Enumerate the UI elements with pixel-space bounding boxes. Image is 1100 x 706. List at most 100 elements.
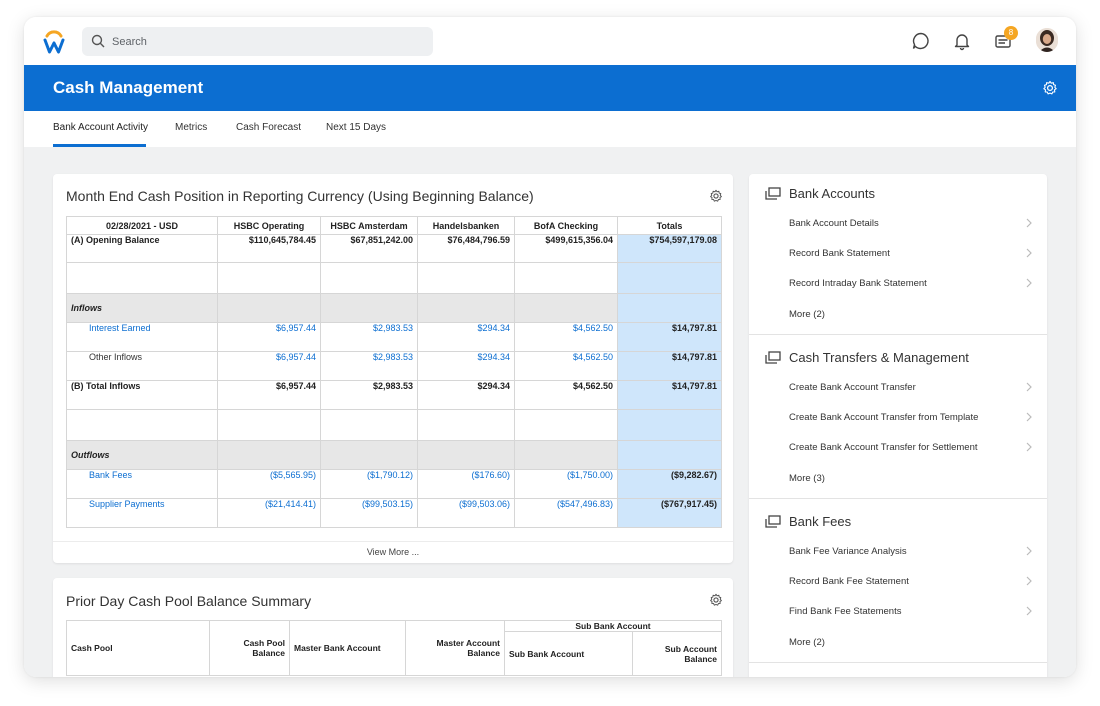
avatar[interactable] <box>1036 28 1058 52</box>
tab-bar: Bank Account Activity Metrics Cash Forec… <box>24 111 1076 147</box>
table-cell-link[interactable]: ($547,496.83) <box>514 498 618 528</box>
window-stack-icon <box>765 187 781 200</box>
table-cell-link[interactable]: $2,983.53 <box>320 351 418 381</box>
tab-next-15-days[interactable]: Next 15 Days <box>326 122 387 133</box>
gear-icon[interactable] <box>1042 80 1058 96</box>
table-row-total-inflows: (B) Total Inflows $6,957.44 $2,983.53 $2… <box>66 380 722 410</box>
total-cell: $14,797.81 <box>617 322 722 352</box>
more-link[interactable]: More (2) <box>789 637 825 648</box>
cash-pool-title: Prior Day Cash Pool Balance Summary <box>66 593 312 609</box>
table-cell: $4,562.50 <box>514 380 618 410</box>
table-row-interest-earned: Interest Earned $6,957.44 $2,983.53 $294… <box>66 322 722 352</box>
search-icon <box>91 34 105 48</box>
link-bank-fee-variance-analysis[interactable]: Bank Fee Variance Analysis <box>789 546 907 557</box>
row-label: (B) Total Inflows <box>66 380 218 410</box>
table-cell-link[interactable]: $2,983.53 <box>320 322 418 352</box>
view-more-link[interactable]: View More ... <box>53 541 733 561</box>
total-cell: $14,797.81 <box>617 380 722 410</box>
table-header-row: 02/28/2021 - USD HSBC Operating HSBC Ams… <box>66 216 722 235</box>
column-header[interactable]: Master Bank Account <box>289 620 406 676</box>
gear-icon[interactable] <box>709 593 723 607</box>
tab-metrics[interactable]: Metrics <box>175 122 208 133</box>
chevron-right-icon[interactable] <box>1025 218 1033 228</box>
chevron-right-icon[interactable] <box>1025 278 1033 288</box>
column-header[interactable]: Handelsbanken <box>417 216 515 235</box>
link-create-bank-account-transfer[interactable]: Create Bank Account Transfer <box>789 382 916 393</box>
chevron-right-icon[interactable] <box>1025 382 1033 392</box>
table-cell-link[interactable]: $6,957.44 <box>217 351 321 381</box>
cash-position-title: Month End Cash Position in Reporting Cur… <box>66 188 534 204</box>
link-transfer-for-settlement[interactable]: Create Bank Account Transfer for Settlem… <box>789 442 978 453</box>
column-header[interactable]: Sub Account Balance <box>632 631 722 676</box>
table-cell-link[interactable]: $6,957.44 <box>217 322 321 352</box>
search-input[interactable] <box>112 27 427 56</box>
section-label: Outflows <box>66 440 218 470</box>
tab-bank-account-activity[interactable]: Bank Account Activity <box>53 122 149 133</box>
link-transfer-from-template[interactable]: Create Bank Account Transfer from Templa… <box>789 412 979 423</box>
table-cell-link[interactable]: $4,562.50 <box>514 351 618 381</box>
section-title-cash-transfers: Cash Transfers & Management <box>789 350 969 365</box>
table-row-blank <box>66 409 722 441</box>
search-box[interactable] <box>82 27 433 56</box>
chevron-right-icon[interactable] <box>1025 442 1033 452</box>
bell-icon[interactable] <box>952 31 972 51</box>
chevron-right-icon[interactable] <box>1025 606 1033 616</box>
gear-icon[interactable] <box>709 189 723 203</box>
link-record-bank-fee-statement[interactable]: Record Bank Fee Statement <box>789 576 909 587</box>
table-row-outflows-section: Outflows <box>66 440 722 470</box>
tab-cash-forecast[interactable]: Cash Forecast <box>236 122 302 133</box>
table-cell-link[interactable]: ($99,503.15) <box>320 498 418 528</box>
table-row-supplier-payments: Supplier Payments ($21,414.41) ($99,503.… <box>66 498 722 528</box>
more-link[interactable]: More (2) <box>789 309 825 320</box>
table-cell-link[interactable]: $294.34 <box>417 351 515 381</box>
window-stack-icon <box>765 351 781 364</box>
table-cell-link[interactable]: ($5,565.95) <box>217 469 321 499</box>
row-link[interactable]: Interest Earned <box>66 322 218 352</box>
app-window: 8 Cash Management Bank Account Activity … <box>24 17 1076 677</box>
cash-position-table: 02/28/2021 - USD HSBC Operating HSBC Ams… <box>66 216 722 528</box>
chevron-right-icon[interactable] <box>1025 546 1033 556</box>
workday-logo-icon[interactable] <box>41 29 67 55</box>
section-title-bank-accounts: Bank Accounts <box>789 186 875 201</box>
column-header[interactable]: Totals <box>617 216 722 235</box>
column-header[interactable]: Cash Pool Balance <box>209 620 290 676</box>
total-cell: ($9,282.67) <box>617 469 722 499</box>
table-cell-link[interactable]: ($1,750.00) <box>514 469 618 499</box>
table-cell-link[interactable]: ($99,503.06) <box>417 498 515 528</box>
column-header[interactable]: HSBC Operating <box>217 216 321 235</box>
table-cell-link[interactable]: ($176.60) <box>417 469 515 499</box>
table-row-inflows-section: Inflows <box>66 293 722 323</box>
section-title-bank-fees: Bank Fees <box>789 514 852 529</box>
column-header[interactable]: HSBC Amsterdam <box>320 216 418 235</box>
more-link[interactable]: More (3) <box>789 473 825 484</box>
link-find-bank-fee-statements[interactable]: Find Bank Fee Statements <box>789 606 902 617</box>
table-row-blank <box>66 262 722 294</box>
link-bank-account-details[interactable]: Bank Account Details <box>789 218 879 229</box>
table-row-other-inflows: Other Inflows $6,957.44 $2,983.53 $294.3… <box>66 351 722 381</box>
table-cell-link[interactable]: $4,562.50 <box>514 322 618 352</box>
table-row-opening-balance: (A) Opening Balance $110,645,784.45 $67,… <box>66 234 722 263</box>
link-record-intraday-bank-statement[interactable]: Record Intraday Bank Statement <box>789 278 927 289</box>
chevron-right-icon[interactable] <box>1025 248 1033 258</box>
chevron-right-icon[interactable] <box>1025 412 1033 422</box>
row-link[interactable]: Bank Fees <box>66 469 218 499</box>
column-header[interactable]: Sub Bank Account <box>504 631 633 676</box>
table-cell: $499,615,356.04 <box>514 234 618 263</box>
column-header[interactable]: BofA Checking <box>514 216 618 235</box>
table-cell-link[interactable]: ($21,414.41) <box>217 498 321 528</box>
link-record-bank-statement[interactable]: Record Bank Statement <box>789 248 890 259</box>
table-cell-link[interactable]: $294.34 <box>417 322 515 352</box>
chevron-right-icon[interactable] <box>1025 576 1033 586</box>
total-cell: ($767,917.45) <box>617 498 722 528</box>
notification-badge: 8 <box>1004 26 1018 40</box>
column-header[interactable]: Cash Pool <box>66 620 210 676</box>
table-row-bank-fees: Bank Fees ($5,565.95) ($1,790.12) ($176.… <box>66 469 722 499</box>
column-header[interactable]: 02/28/2021 - USD <box>66 216 218 235</box>
row-link[interactable]: Supplier Payments <box>66 498 218 528</box>
window-stack-icon <box>765 515 781 528</box>
chat-icon[interactable] <box>911 31 931 51</box>
table-cell-link[interactable]: ($1,790.12) <box>320 469 418 499</box>
related-actions-panel: Bank Accounts Bank Account Details Recor… <box>749 174 1047 677</box>
column-header[interactable]: Master Account Balance <box>405 620 505 676</box>
inbox-icon[interactable] <box>993 31 1013 51</box>
